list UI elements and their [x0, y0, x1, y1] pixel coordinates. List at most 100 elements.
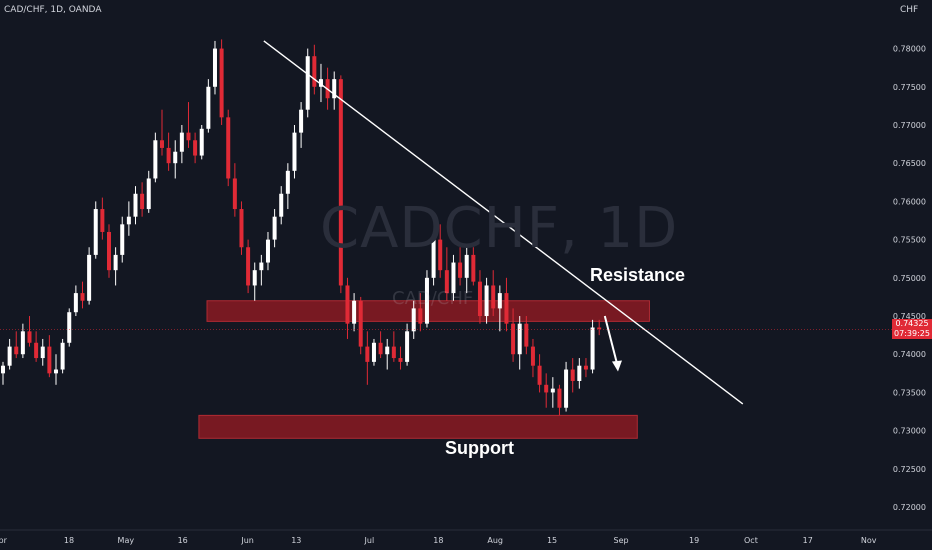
candle-body	[491, 285, 496, 309]
y-tick-label: 0.72500	[893, 465, 926, 474]
last-price: 0.74325	[895, 319, 929, 328]
candle-body	[60, 342, 65, 370]
candle-body	[120, 224, 125, 255]
candle-body	[140, 193, 145, 210]
bar-countdown: 07:39:25	[894, 329, 930, 338]
symbol-watermark: CADCHF, 1D	[320, 196, 679, 261]
x-tick-label: 15	[547, 536, 557, 545]
candle-body	[93, 209, 98, 255]
x-tick-label: Nov	[861, 536, 877, 545]
candle-body	[73, 293, 78, 313]
trendline	[263, 40, 744, 405]
candle-body	[464, 254, 469, 278]
candle-body	[385, 346, 390, 355]
symbol-title[interactable]: CAD/CHF, 1D, OANDA	[4, 5, 102, 15]
x-tick-label: May	[118, 536, 135, 545]
candle-body	[557, 388, 562, 408]
x-tick-label: 18	[64, 536, 74, 545]
candle-body	[53, 369, 58, 374]
candle-body	[524, 323, 529, 347]
candle-body	[159, 140, 164, 148]
zone-support	[198, 414, 638, 439]
candle-body	[511, 323, 516, 355]
candle-body	[265, 239, 270, 263]
candle-body	[272, 216, 277, 240]
y-tick-label: 0.75000	[893, 274, 926, 283]
x-tick-label: Jun	[240, 536, 254, 545]
candle-body	[7, 346, 12, 366]
candle-body	[305, 56, 310, 110]
candle-body	[40, 346, 45, 359]
x-tick-label: Aug	[487, 536, 503, 545]
candle-body	[544, 384, 549, 393]
candle-body	[332, 79, 337, 99]
support-label: Support	[445, 438, 514, 458]
candle-body	[252, 270, 257, 286]
candle-body	[100, 209, 105, 232]
candle-body	[232, 178, 237, 210]
candle-body	[133, 193, 138, 217]
y-tick-label: 0.77500	[893, 83, 926, 92]
candle-body	[113, 254, 118, 271]
candle-body	[564, 369, 569, 408]
candle-body	[219, 48, 224, 118]
y-tick-label: 0.76500	[893, 159, 926, 168]
candle-body	[398, 358, 403, 362]
candle-body	[299, 109, 304, 133]
candle-body	[530, 346, 535, 366]
candle-body	[438, 239, 443, 271]
candle-body	[285, 170, 290, 194]
x-tick-label: Oct	[744, 536, 758, 545]
candle-body	[338, 79, 343, 286]
candle-body	[239, 209, 244, 248]
candle-body	[87, 254, 92, 301]
candle-body	[358, 300, 363, 347]
candle-body	[451, 262, 456, 294]
candle-body	[34, 342, 39, 359]
candle-body	[583, 365, 588, 370]
y-tick-label: 0.73500	[893, 388, 926, 397]
x-tick-label: 18	[433, 536, 443, 545]
last-price-tag: 0.74325 07:39:25	[892, 319, 932, 339]
down-arrow-head	[611, 360, 622, 372]
resistance-label: Resistance	[590, 265, 686, 285]
candle-body	[597, 327, 602, 330]
candle-body	[590, 327, 595, 370]
candle-body	[345, 285, 350, 324]
candle-body	[14, 346, 19, 355]
y-tick-label: 0.74000	[893, 350, 926, 359]
candle-body	[1, 365, 5, 374]
y-tick-label: 0.73000	[893, 427, 926, 436]
candle-body	[471, 254, 476, 282]
candle-body	[405, 331, 410, 362]
candle-body	[126, 216, 131, 225]
candle-body	[352, 300, 357, 324]
candle-body	[371, 342, 376, 362]
candle-body	[550, 388, 555, 393]
candle-body	[153, 140, 158, 179]
candle-body	[378, 342, 383, 355]
x-tick-label: 13	[291, 536, 301, 545]
candle-body	[199, 128, 204, 156]
candle-body	[186, 132, 191, 141]
candle-body	[106, 231, 111, 271]
candle-body	[577, 365, 582, 381]
candle-body	[365, 346, 370, 362]
candle-body	[166, 147, 171, 164]
candle-body	[246, 247, 251, 286]
candle-body	[504, 293, 509, 324]
candle-body	[27, 331, 32, 343]
candle-body	[67, 312, 72, 343]
candle-body	[193, 140, 198, 156]
candle-body	[206, 86, 211, 129]
candle-body	[391, 346, 396, 359]
candle-body	[259, 262, 264, 271]
candle-body	[312, 56, 317, 87]
candle-body	[484, 285, 489, 317]
candle-body	[537, 365, 542, 385]
y-tick-label: 0.76000	[893, 197, 926, 206]
candle-body	[444, 270, 449, 294]
candle-body	[80, 293, 85, 301]
